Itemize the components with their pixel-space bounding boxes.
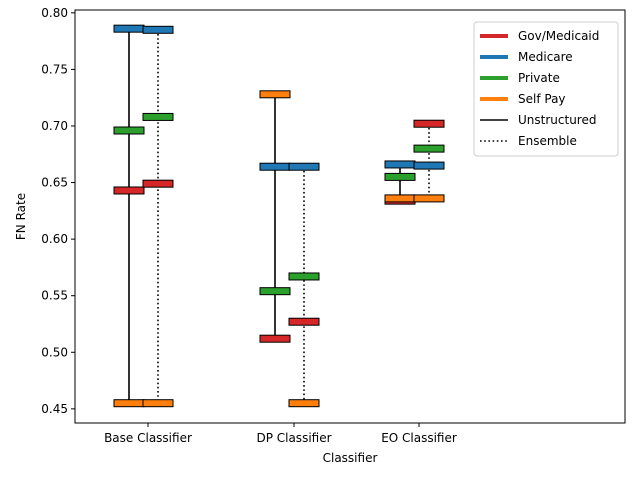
marker-private-unstructured <box>384 172 416 181</box>
marker-medicare-ensemble <box>142 25 174 34</box>
marker-private-ensemble <box>142 112 174 121</box>
y-tick-label: 0.60 <box>41 232 68 246</box>
marker-gov-medicaid-unstructured <box>113 186 145 195</box>
y-tick-label: 0.70 <box>41 119 68 133</box>
y-axis-label: FN Rate <box>14 193 28 240</box>
y-tick-label: 0.75 <box>41 62 68 76</box>
x-tick-label: Base Classifier <box>104 431 192 445</box>
marker-self-pay-unstructured <box>113 399 145 408</box>
marker-gov-medicaid-ensemble <box>413 119 445 128</box>
marker-medicare-unstructured <box>259 162 291 171</box>
marker-self-pay-unstructured <box>259 90 291 99</box>
marker-self-pay-ensemble <box>413 194 445 203</box>
marker-medicare-unstructured <box>113 24 145 33</box>
legend-label-medicare: Medicare <box>518 50 573 64</box>
y-tick-label: 0.50 <box>41 345 68 359</box>
plot-frame <box>74 9 626 424</box>
marker-private-ensemble <box>413 144 445 153</box>
legend-label-unstructured: Unstructured <box>518 113 596 127</box>
legend-label-private: Private <box>518 71 560 85</box>
marker-private-unstructured <box>113 126 145 135</box>
marker-medicare-ensemble <box>288 162 320 171</box>
marker-gov-medicaid-ensemble <box>142 179 174 188</box>
marker-gov-medicaid-ensemble <box>288 317 320 326</box>
y-tick-label: 0.65 <box>41 176 68 190</box>
y-tick-label: 0.45 <box>41 402 68 416</box>
legend-label-gov-medicaid: Gov/Medicaid <box>518 29 599 43</box>
marker-self-pay-ensemble <box>288 399 320 408</box>
marker-medicare-unstructured <box>384 160 416 169</box>
y-tick-label: 0.55 <box>41 289 68 303</box>
y-tick-label: 0.80 <box>41 6 68 20</box>
x-axis-label: Classifier <box>323 451 378 465</box>
legend: Gov/Medicaid Medicare Private Self Pay Unstr… <box>473 21 619 157</box>
marker-medicare-ensemble <box>413 161 445 170</box>
x-tick-label: DP Classifier <box>256 431 331 445</box>
marker-private-unstructured <box>259 287 291 296</box>
legend-label-ensemble: Ensemble <box>518 134 577 148</box>
marker-self-pay-unstructured <box>384 194 416 203</box>
legend-label-self-pay: Self Pay <box>518 92 566 106</box>
marker-private-ensemble <box>288 272 320 281</box>
marker-gov-medicaid-unstructured <box>259 334 291 343</box>
x-tick-label: EO Classifier <box>381 431 457 445</box>
legend-box <box>473 21 619 157</box>
marker-self-pay-ensemble <box>142 399 174 408</box>
